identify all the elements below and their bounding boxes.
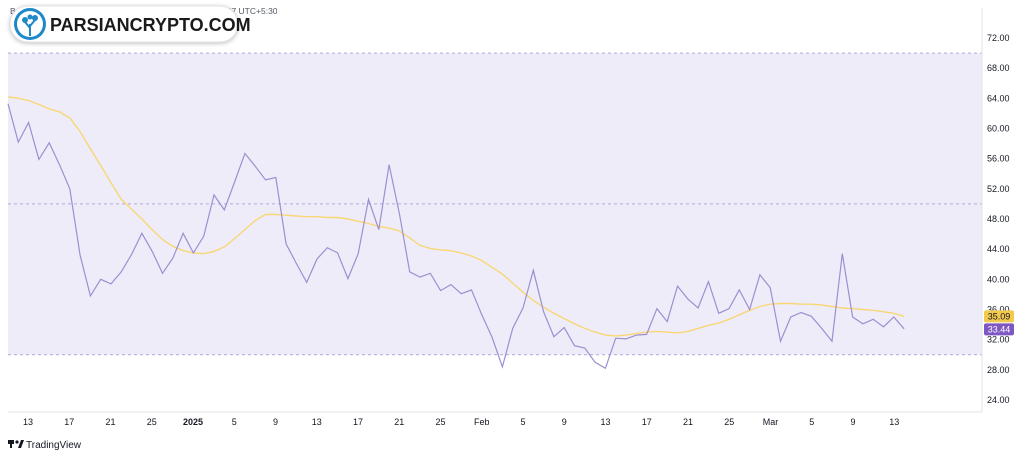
y-tick-label: 32.00	[987, 335, 1010, 345]
y-tick-label: 52.00	[987, 184, 1010, 194]
x-tick-label: 21	[683, 417, 693, 427]
rsi-value-label: 33.44	[988, 324, 1011, 334]
y-tick-label: 68.00	[987, 63, 1010, 73]
x-tick-label: 9	[273, 417, 278, 427]
x-tick-label: 25	[724, 417, 734, 427]
x-tick-label: 5	[809, 417, 814, 427]
x-tick-label: 13	[600, 417, 610, 427]
y-tick-label: 40.00	[987, 274, 1010, 284]
tree-logo-icon	[14, 8, 46, 40]
x-tick-label: 17	[64, 417, 74, 427]
x-tick-label: 21	[394, 417, 404, 427]
tradingview-logo-icon	[8, 440, 24, 448]
x-tick-label: 2025	[183, 417, 203, 427]
rsi-value-badge: 33.44	[984, 323, 1014, 336]
x-tick-label: 9	[562, 417, 567, 427]
ma-value-badge: 35.09	[984, 310, 1014, 323]
x-tick-label: 5	[520, 417, 525, 427]
x-tick-label: 17	[353, 417, 363, 427]
x-tick-label: 25	[147, 417, 157, 427]
y-tick-label: 64.00	[987, 93, 1010, 103]
ma-value-label: 35.09	[988, 311, 1011, 321]
tradingview-footer: TradingView	[8, 440, 82, 451]
y-tick-label: 72.00	[987, 33, 1010, 43]
y-tick-label: 44.00	[987, 244, 1010, 254]
y-tick-label: 48.00	[987, 214, 1010, 224]
y-tick-label: 36.00	[987, 305, 1010, 315]
x-tick-label: 5	[232, 417, 237, 427]
y-tick-label: 60.00	[987, 124, 1010, 134]
logo-text: PARSIANCRYPTO.COM	[50, 15, 251, 35]
series-ma-line	[7, 96, 905, 337]
x-tick-label: 21	[105, 417, 115, 427]
y-tick-label: 28.00	[987, 365, 1010, 375]
brand-logo: PARSIANCRYPTO.COM	[9, 5, 251, 43]
x-tick-label: Feb	[474, 417, 490, 427]
x-axis-ticks: 13 17 21 25 2025 5 9 13 17 21 25 Feb 5 9 13 17 21 25 Mar 5 9…	[23, 417, 899, 427]
x-tick-label: Mar	[763, 417, 779, 427]
y-tick-label: 56.00	[987, 154, 1010, 164]
x-tick-label: 9	[850, 417, 855, 427]
x-tick-label: 13	[23, 417, 33, 427]
x-tick-label: 13	[889, 417, 899, 427]
y-axis-ticks: 72.00 68.00 64.00 60.00 56.00 52.00 48.00 44.00…	[987, 33, 1010, 405]
y-tick-label: 24.00	[987, 395, 1010, 405]
series-rsi-line	[7, 103, 905, 370]
tradingview-brand: TradingView	[26, 440, 82, 451]
x-tick-label: 13	[312, 417, 322, 427]
x-tick-label: 17	[642, 417, 652, 427]
x-tick-label: 25	[435, 417, 445, 427]
